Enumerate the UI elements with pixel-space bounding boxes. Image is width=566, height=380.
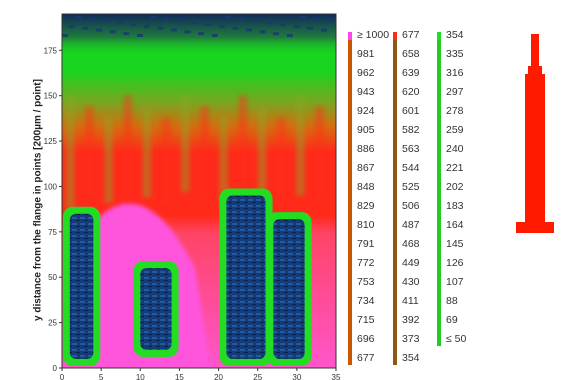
- scale-label: 563: [402, 143, 420, 155]
- scale-label: ≥ 1000: [357, 29, 390, 41]
- y-tick-label-75: 75: [48, 228, 57, 237]
- scale-label: 544: [402, 162, 420, 174]
- scale-label: 924: [357, 105, 375, 117]
- scale-label: 696: [357, 333, 375, 345]
- scale-label: 981: [357, 48, 375, 60]
- scale-label: 468: [402, 238, 420, 250]
- x-tick-label-30: 30: [292, 373, 301, 380]
- scale-label: 525: [402, 181, 420, 193]
- low-value-core-1: [69, 213, 94, 359]
- y-tick-label-50: 50: [48, 273, 57, 282]
- scale-label: ≤ 50: [446, 333, 467, 345]
- y-tick-label-25: 25: [48, 319, 57, 328]
- scale-label: 354: [402, 352, 420, 364]
- scale-label: 297: [446, 86, 464, 98]
- x-tick-label-5: 5: [99, 373, 104, 380]
- y-tick-label-125: 125: [44, 137, 58, 146]
- scale-bar-1: [348, 32, 352, 365]
- scale-label: 620: [402, 86, 420, 98]
- scale-label: 69: [446, 314, 458, 326]
- scale-label: 715: [357, 314, 375, 326]
- x-tick-label-35: 35: [332, 373, 341, 380]
- y-tick-label-150: 150: [44, 92, 58, 101]
- scale-label: 449: [402, 257, 420, 269]
- x-tick-label-0: 0: [60, 373, 65, 380]
- scale-bar-2: [393, 32, 397, 365]
- plot-frame: [61, 13, 337, 369]
- scale-label: 354: [446, 29, 464, 41]
- scale-swatch-1: [348, 32, 352, 40]
- scale-label: 278: [446, 105, 464, 117]
- y-tick-label-175: 175: [44, 46, 58, 55]
- scale-label: 677: [402, 29, 420, 41]
- x-tick-label-20: 20: [214, 373, 223, 380]
- mold-body: [525, 74, 545, 224]
- scale-label: 810: [357, 219, 375, 231]
- scale-label: 259: [446, 124, 464, 136]
- scale-label: 88: [446, 295, 458, 307]
- scale-label: 392: [402, 314, 420, 326]
- scale-label: 658: [402, 48, 420, 60]
- mold-profile-icon: [516, 34, 554, 233]
- y-tick-label-100: 100: [44, 182, 58, 191]
- scale-label: 316: [446, 67, 464, 79]
- scale-bar-3: [437, 32, 441, 346]
- scale-label: 677: [357, 352, 375, 364]
- scale-label: 126: [446, 257, 464, 269]
- scale-label: 639: [402, 67, 420, 79]
- scale-label: 772: [357, 257, 375, 269]
- mold-tip: [531, 34, 539, 68]
- scale-label: 848: [357, 181, 375, 193]
- scale-label: 943: [357, 86, 375, 98]
- scale-label: 791: [357, 238, 375, 250]
- x-tick-label-15: 15: [175, 373, 184, 380]
- mold-flange: [516, 222, 554, 233]
- scale-swatch-3: [437, 32, 441, 40]
- scale-label: 107: [446, 276, 464, 288]
- scale-label: 886: [357, 143, 375, 155]
- scale-label: 145: [446, 238, 464, 250]
- scale-label: 582: [402, 124, 420, 136]
- low-value-core-4: [273, 219, 305, 359]
- scale-label: 734: [357, 295, 375, 307]
- scale-label: 335: [446, 48, 464, 60]
- y-tick-label-0: 0: [53, 364, 58, 373]
- x-tick-label-10: 10: [136, 373, 145, 380]
- scale-label: 240: [446, 143, 464, 155]
- scale-label: 164: [446, 219, 464, 231]
- top-low-speckle: [62, 15, 334, 37]
- y-axis-label: y distance from the flange in points [20…: [32, 79, 44, 321]
- x-tick-label-25: 25: [253, 373, 262, 380]
- low-value-core-3: [226, 195, 266, 359]
- scale-swatch-2: [393, 32, 397, 40]
- scale-label: 962: [357, 67, 375, 79]
- low-value-core-2: [140, 268, 172, 350]
- scale-label: 905: [357, 124, 375, 136]
- scale-label: 601: [402, 105, 420, 117]
- mold-shoulder: [528, 66, 542, 76]
- scale-label: 411: [402, 295, 419, 307]
- scale-label: 221: [446, 162, 464, 174]
- scale-label: 753: [357, 276, 375, 288]
- scale-label: 373: [402, 333, 420, 345]
- scale-label: 867: [357, 162, 375, 174]
- scale-label: 487: [402, 219, 420, 231]
- scale-label: 506: [402, 200, 420, 212]
- scale-label: 829: [357, 200, 375, 212]
- scale-label: 430: [402, 276, 420, 288]
- scale-label: 183: [446, 200, 464, 212]
- transition-streaks: [65, 95, 324, 209]
- scale-label: 202: [446, 181, 464, 193]
